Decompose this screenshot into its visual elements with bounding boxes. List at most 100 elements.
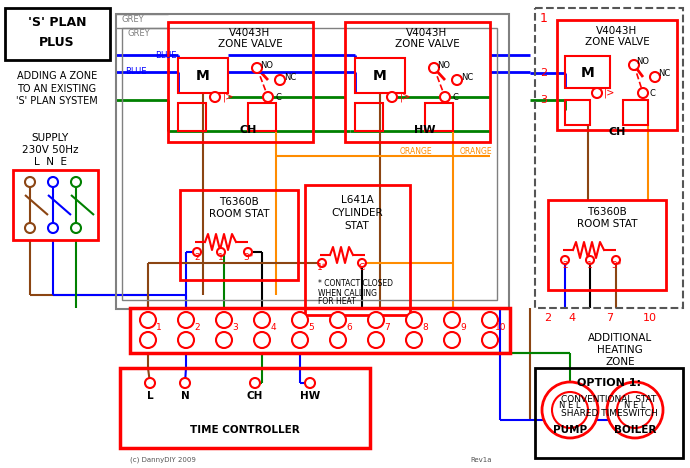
Text: |>: |> [400,92,411,102]
Text: 4: 4 [270,323,276,332]
Circle shape [429,63,439,73]
Text: TO AN EXISTING: TO AN EXISTING [17,84,97,94]
Text: HW: HW [300,391,320,401]
Text: NO: NO [636,58,649,66]
Text: ORANGE: ORANGE [400,147,433,156]
Text: BOILER: BOILER [614,425,656,435]
Text: TIME CONTROLLER: TIME CONTROLLER [190,425,300,435]
Text: CH: CH [247,391,263,401]
Circle shape [552,392,588,428]
Circle shape [406,332,422,348]
Text: FOR HEAT: FOR HEAT [318,298,356,307]
Bar [248,103,276,131]
Text: N: N [181,391,189,401]
Bar [13,170,98,240]
Circle shape [292,312,308,328]
Circle shape [71,177,81,187]
Bar [345,22,490,142]
Circle shape [612,256,620,264]
Text: ZONE VALVE: ZONE VALVE [395,39,460,49]
Text: 230V 50Hz: 230V 50Hz [22,145,78,155]
Text: * CONTACT CLOSED: * CONTACT CLOSED [318,278,393,287]
Text: V4043H: V4043H [406,28,448,38]
Text: M: M [581,66,595,80]
Text: N E L: N E L [560,402,581,410]
Circle shape [406,312,422,328]
Bar [355,58,405,93]
Circle shape [586,256,594,264]
Bar [180,190,298,280]
Circle shape [330,332,346,348]
Text: 7: 7 [607,313,613,323]
Text: 7: 7 [384,323,390,332]
Circle shape [178,332,194,348]
Circle shape [444,332,460,348]
Text: 3: 3 [540,95,547,105]
Text: ZONE VALVE: ZONE VALVE [217,39,282,49]
Text: 3*: 3* [243,253,253,262]
Text: M: M [373,69,387,83]
Circle shape [217,248,225,256]
Text: 5: 5 [308,323,314,332]
Bar [548,200,666,290]
Circle shape [387,92,397,102]
Text: 1: 1 [587,261,593,270]
Circle shape [482,332,498,348]
Text: NO: NO [261,60,273,70]
Circle shape [193,248,201,256]
Text: OPTION 1:: OPTION 1: [577,378,641,388]
Bar [535,8,683,308]
Text: ROOM STAT: ROOM STAT [577,219,638,229]
Bar [355,103,383,131]
Text: HW: HW [414,125,436,135]
Circle shape [607,382,663,438]
Text: 2: 2 [562,261,568,270]
Text: 3*: 3* [611,261,621,270]
Text: 8: 8 [422,323,428,332]
Circle shape [48,177,58,187]
Text: 2: 2 [540,68,547,78]
Circle shape [482,312,498,328]
Text: 4: 4 [569,313,575,323]
Text: (c) DannyDIY 2009: (c) DannyDIY 2009 [130,457,196,463]
Circle shape [71,223,81,233]
Bar [178,58,228,93]
Circle shape [368,332,384,348]
Text: GREY: GREY [122,15,145,24]
Text: 6: 6 [346,323,352,332]
Text: ROOM STAT: ROOM STAT [209,209,269,219]
Circle shape [452,75,462,85]
Text: V4043H: V4043H [596,26,638,36]
Circle shape [48,223,58,233]
Text: 9: 9 [460,323,466,332]
Text: N E L: N E L [624,402,646,410]
Text: BLUE: BLUE [125,67,146,76]
Text: |>: |> [603,88,615,98]
Text: L: L [147,391,153,401]
Text: ZONE: ZONE [605,357,635,367]
Text: CONVENTIONAL STAT: CONVENTIONAL STAT [561,395,657,404]
Bar [120,368,370,448]
Text: PUMP: PUMP [553,425,587,435]
Circle shape [305,378,315,388]
Bar [168,22,313,142]
Bar [122,28,497,300]
Circle shape [368,312,384,328]
Bar [116,14,509,309]
Text: 2: 2 [194,323,200,332]
Text: ORANGE: ORANGE [460,147,493,156]
Text: CH: CH [239,125,257,135]
Bar [425,103,453,131]
Bar [623,100,648,125]
Circle shape [629,60,639,70]
Circle shape [140,332,156,348]
Text: NO: NO [437,60,451,70]
Circle shape [210,92,220,102]
Text: 1: 1 [156,323,162,332]
Text: M: M [196,69,210,83]
Text: GREY: GREY [128,29,150,38]
Text: WHEN CALLING: WHEN CALLING [318,288,377,298]
Text: L641A: L641A [341,195,373,205]
Circle shape [254,332,270,348]
Text: T6360B: T6360B [219,197,259,207]
